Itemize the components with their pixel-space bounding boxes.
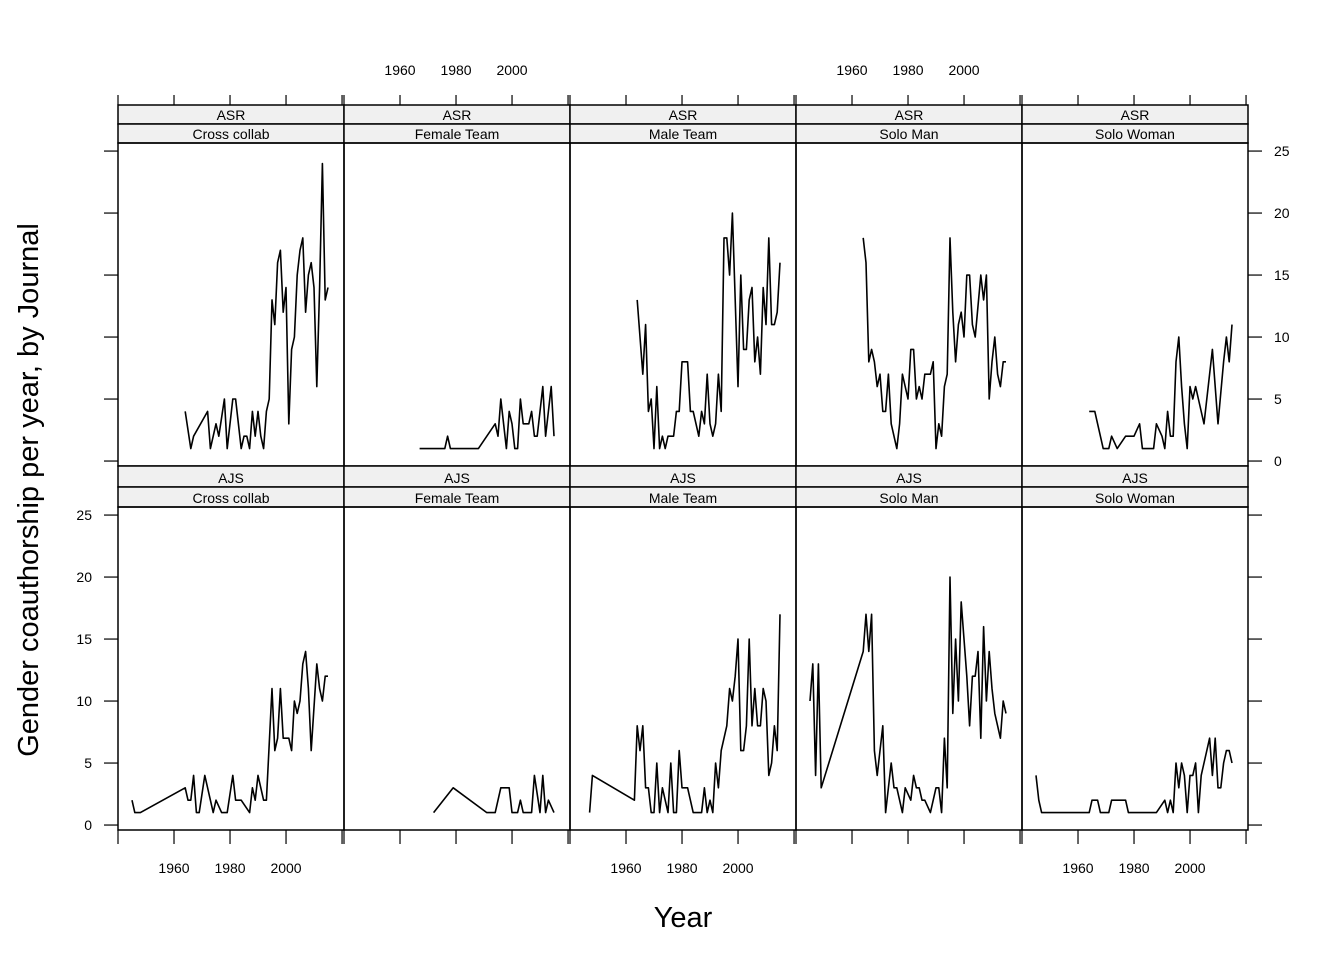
x-tick-label: 1980 (214, 860, 245, 876)
y-tick-label: 10 (1274, 329, 1290, 345)
panel-frame (1021, 142, 1249, 467)
y-tick-label: 0 (84, 817, 92, 833)
series-line (1035, 737, 1233, 814)
x-tick-label: 1980 (440, 62, 471, 78)
series-line (184, 162, 329, 450)
strip-journal-label: AJS (670, 470, 696, 486)
panel-frame (343, 142, 571, 467)
strip-journal-label: ASR (217, 107, 246, 123)
x-tick-label: 2000 (270, 860, 301, 876)
strip-group-label: Female Team (415, 126, 500, 142)
x-tick-label: 1960 (610, 860, 641, 876)
strip-journal-label: ASR (669, 107, 698, 123)
strip-group-label: Solo Woman (1095, 490, 1175, 506)
series-line (1089, 324, 1233, 450)
strip-group-label: Solo Woman (1095, 126, 1175, 142)
y-axis-title: Gender coauthorship per year, by Journal (13, 223, 45, 757)
strip-journal-label: ASR (443, 107, 472, 123)
series-line (419, 385, 555, 450)
strip-journal-label: AJS (218, 470, 244, 486)
x-tick-label: 1960 (384, 62, 415, 78)
strip-group-label: Solo Man (879, 126, 938, 142)
y-tick-label: 25 (1274, 143, 1290, 159)
strip-group-label: Male Team (649, 126, 717, 142)
series-line (636, 212, 781, 450)
x-tick-label: 1980 (892, 62, 923, 78)
x-tick-label: 1980 (1118, 860, 1149, 876)
y-tick-label: 15 (1274, 267, 1290, 283)
strip-group-label: Solo Man (879, 490, 938, 506)
x-axis-title: Year (654, 902, 713, 934)
panel-frame (117, 506, 345, 831)
panel-frame (1021, 506, 1249, 831)
series-line (809, 576, 1007, 814)
panel-frame (795, 142, 1023, 467)
y-tick-label: 20 (1274, 205, 1290, 221)
x-tick-label: 2000 (722, 860, 753, 876)
series-line (862, 237, 1006, 450)
series-line (432, 774, 555, 814)
x-tick-label: 2000 (948, 62, 979, 78)
strip-group-label: Male Team (649, 490, 717, 506)
strip-group-label: Female Team (415, 490, 500, 506)
y-tick-label: 0 (1274, 453, 1282, 469)
y-tick-label: 5 (84, 755, 92, 771)
y-tick-label: 5 (1274, 391, 1282, 407)
x-tick-label: 1960 (1062, 860, 1093, 876)
x-tick-label: 1960 (836, 62, 867, 78)
x-tick-label: 1980 (666, 860, 697, 876)
strip-journal-label: ASR (895, 107, 924, 123)
series-line (588, 614, 781, 814)
x-tick-label: 2000 (1174, 860, 1205, 876)
series-line (131, 650, 328, 814)
y-tick-label: 10 (76, 693, 92, 709)
strip-journal-label: ASR (1121, 107, 1150, 123)
y-tick-label: 25 (76, 507, 92, 523)
strip-group-label: Cross collab (192, 490, 269, 506)
strip-journal-label: AJS (896, 470, 922, 486)
strip-journal-label: AJS (1122, 470, 1148, 486)
x-tick-label: 1960 (158, 860, 189, 876)
strip-group-label: Cross collab (192, 126, 269, 142)
y-tick-label: 15 (76, 631, 92, 647)
strip-journal-label: AJS (444, 470, 470, 486)
x-tick-label: 2000 (496, 62, 527, 78)
y-tick-label: 20 (76, 569, 92, 585)
